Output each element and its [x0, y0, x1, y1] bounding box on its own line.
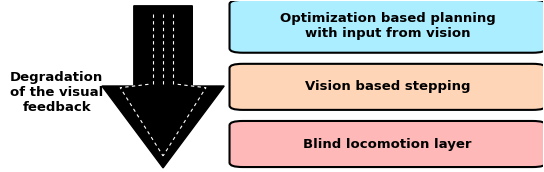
FancyBboxPatch shape	[230, 0, 544, 53]
Text: Degradation
of the visual
feedback: Degradation of the visual feedback	[10, 71, 103, 114]
Text: Optimization based planning
with input from vision: Optimization based planning with input f…	[280, 12, 496, 40]
Text: Vision based stepping: Vision based stepping	[305, 80, 471, 93]
FancyBboxPatch shape	[230, 64, 544, 110]
Polygon shape	[102, 6, 224, 168]
FancyBboxPatch shape	[230, 121, 544, 167]
Text: Blind locomotion layer: Blind locomotion layer	[304, 137, 472, 150]
